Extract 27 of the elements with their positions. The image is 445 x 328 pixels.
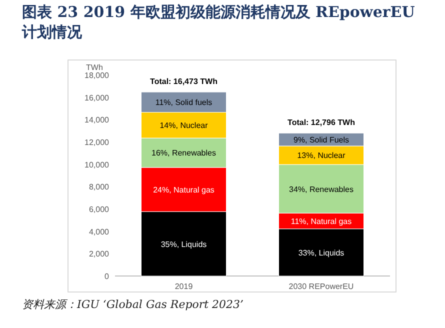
y-tick-label: 12,000	[84, 138, 110, 147]
annotation: 24%, Natural gas	[153, 186, 214, 195]
annotation: 16%, Renewables	[152, 148, 216, 158]
y-tick-label: 0	[104, 272, 110, 281]
y-tick-label: 8,000	[88, 182, 110, 192]
text: 资料来源：IGU ‘Global Gas Report 2023’	[22, 298, 245, 312]
y-tick-label: 16,000	[84, 93, 110, 102]
y-tick-label: 6,000	[88, 205, 110, 214]
annotation: 33%, Liquids	[298, 248, 344, 258]
total-label: Total: 16,473 TWh	[150, 77, 218, 86]
x-tick-label: 2030 REPowerEU	[288, 282, 354, 291]
annotation: 14%, Nuclear	[160, 121, 208, 130]
annotation: 35%, Liquids	[160, 240, 207, 249]
x-tick-label: 2019	[174, 282, 194, 291]
y-tick-label: 4,000	[88, 227, 110, 236]
annotation: 9%, Solid Fuels	[293, 136, 350, 145]
annotation: 13%, Nuclear	[297, 151, 346, 160]
annotation: 11%, Solid fuels	[155, 98, 212, 108]
y-tick-label: 2,000	[88, 250, 110, 259]
total-label: Total: 12,796 TWh	[288, 118, 356, 128]
y-tick-label: 18,000	[84, 71, 110, 80]
y-axis-title: TWh	[86, 63, 103, 72]
chart-title: 图表 23 2019 年欧盟初级能源消耗情况及 REpowerEU 计划情况	[22, 2, 416, 42]
annotation: 34%, Renewables	[289, 184, 354, 194]
y-tick-label: 14,000	[84, 116, 110, 125]
y-tick-label: 10,000	[84, 160, 110, 170]
annotation: 11%, Natural gas	[290, 216, 352, 226]
